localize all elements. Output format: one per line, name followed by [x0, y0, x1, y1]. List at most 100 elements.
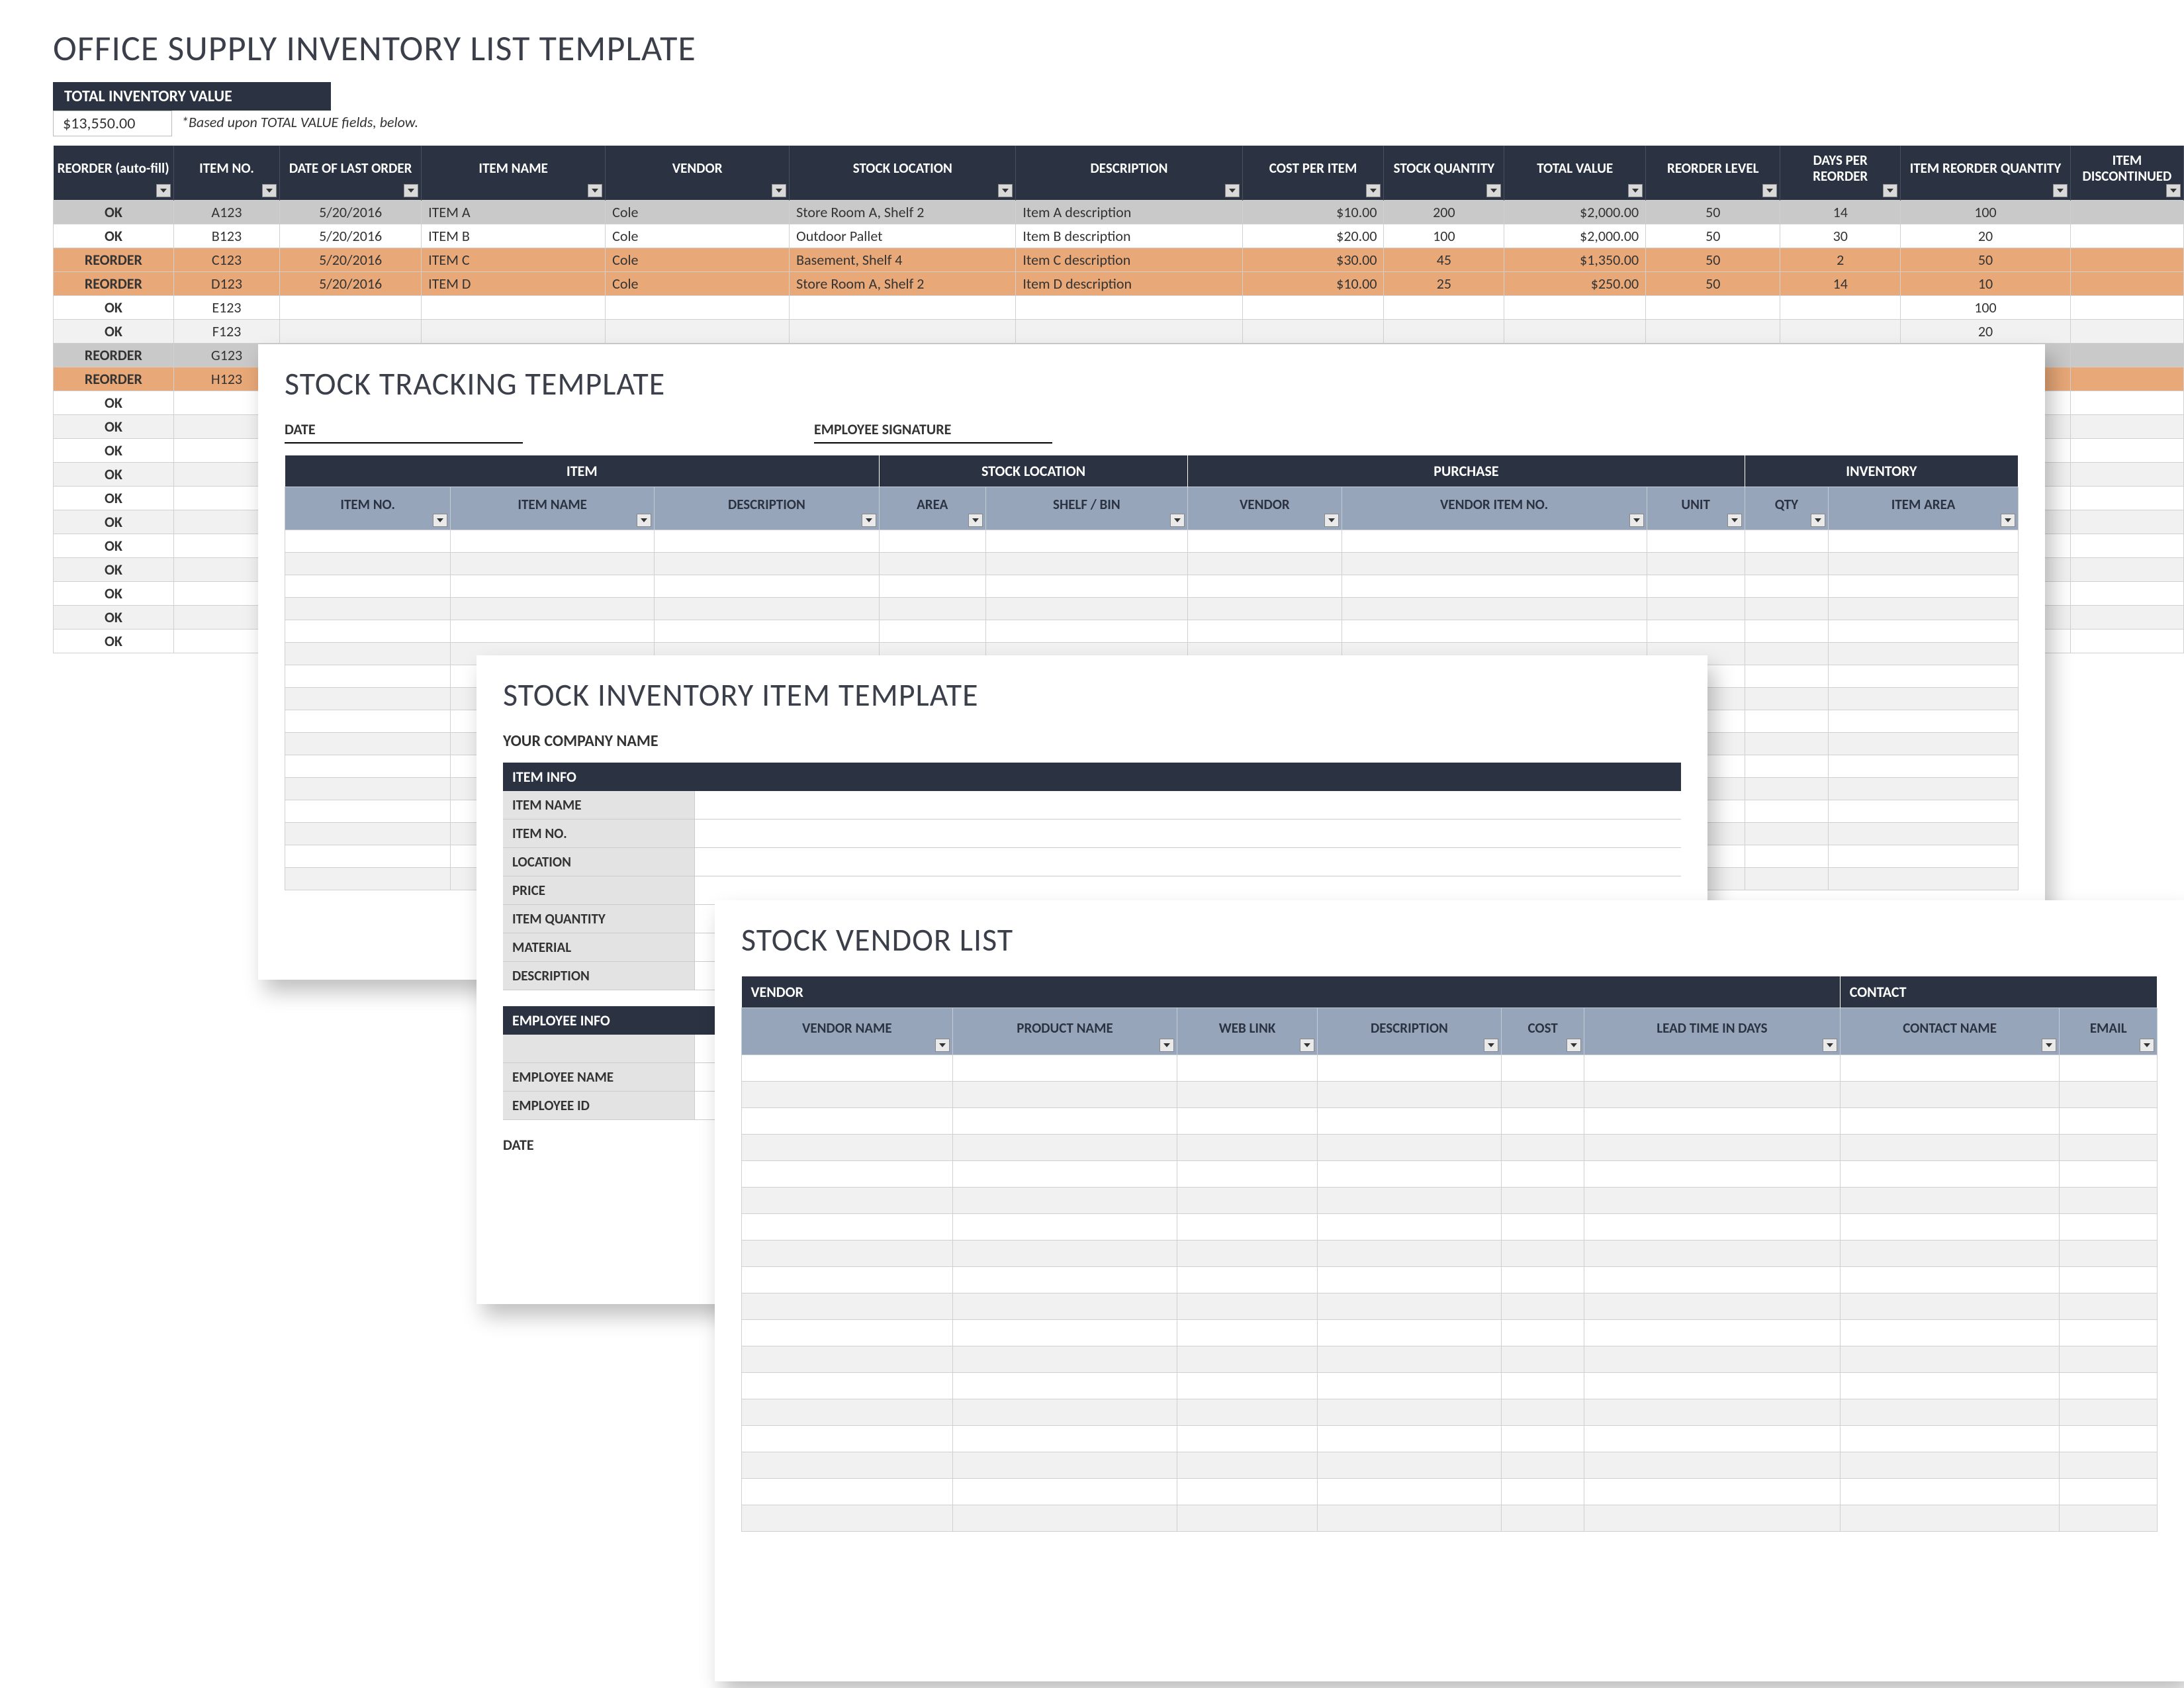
table-row[interactable]: OKF12320	[54, 320, 2184, 344]
table-row[interactable]	[285, 620, 2019, 643]
cell[interactable]	[1502, 1082, 1584, 1108]
cell[interactable]: OK	[54, 415, 174, 439]
cell[interactable]	[1829, 778, 2019, 800]
cell[interactable]	[1646, 296, 1780, 320]
cell[interactable]	[2070, 463, 2183, 487]
cell[interactable]	[1317, 1320, 1501, 1346]
cell[interactable]	[742, 1241, 953, 1267]
table-row[interactable]	[285, 530, 2019, 553]
table-row[interactable]: REORDERC1235/20/2016ITEM CColeBasement, …	[54, 248, 2184, 272]
table-row[interactable]: OKA1235/20/2016ITEM AColeStore Room A, S…	[54, 201, 2184, 224]
cell[interactable]	[1502, 1055, 1584, 1082]
cell[interactable]	[1745, 620, 1828, 643]
cell[interactable]: REORDER	[54, 367, 174, 391]
filter-dropdown-icon[interactable]	[1486, 184, 1501, 197]
signature-field[interactable]: EMPLOYEE SIGNATURE	[814, 420, 1052, 444]
cell[interactable]	[1188, 620, 1342, 643]
column-header[interactable]: PRODUCT NAME	[952, 1008, 1177, 1055]
cell[interactable]	[2060, 1293, 2158, 1320]
cell[interactable]	[1840, 1267, 2060, 1293]
cell[interactable]	[1177, 1267, 1317, 1293]
cell[interactable]	[2060, 1241, 2158, 1267]
cell[interactable]: 50	[1646, 201, 1780, 224]
cell[interactable]	[879, 575, 985, 598]
cell[interactable]	[742, 1267, 953, 1293]
table-row[interactable]	[742, 1055, 2158, 1082]
filter-dropdown-icon[interactable]	[156, 184, 171, 197]
cell[interactable]: Basement, Shelf 4	[790, 248, 1016, 272]
cell[interactable]	[879, 530, 985, 553]
column-header[interactable]: COST PER ITEM	[1242, 146, 1384, 201]
cell[interactable]	[1840, 1373, 2060, 1399]
cell[interactable]	[451, 620, 655, 643]
cell[interactable]	[1342, 553, 1647, 575]
cell[interactable]	[1745, 530, 1828, 553]
cell[interactable]: 14	[1780, 272, 1901, 296]
filter-dropdown-icon[interactable]	[935, 1039, 950, 1052]
cell[interactable]	[1647, 530, 1745, 553]
cell[interactable]	[1829, 688, 2019, 710]
filter-dropdown-icon[interactable]	[1484, 1039, 1498, 1052]
cell[interactable]: A123	[173, 201, 279, 224]
cell[interactable]: OK	[54, 439, 174, 463]
cell[interactable]	[2070, 439, 2183, 463]
cell[interactable]	[1177, 1108, 1317, 1135]
cell[interactable]	[1342, 575, 1647, 598]
cell[interactable]: Item D description	[1016, 272, 1242, 296]
cell[interactable]	[2060, 1479, 2158, 1505]
filter-dropdown-icon[interactable]	[1811, 514, 1825, 527]
cell[interactable]	[952, 1293, 1177, 1320]
cell[interactable]	[1745, 733, 1828, 755]
cell[interactable]	[285, 778, 451, 800]
cell[interactable]	[2070, 391, 2183, 415]
cell[interactable]: Store Room A, Shelf 2	[790, 201, 1016, 224]
filter-dropdown-icon[interactable]	[433, 514, 447, 527]
cell[interactable]	[1829, 710, 2019, 733]
column-header[interactable]: ITEM NO.	[173, 146, 279, 201]
column-header[interactable]: DAYS PER REORDER	[1780, 146, 1901, 201]
cell[interactable]	[1829, 755, 2019, 778]
cell[interactable]: 100	[1901, 201, 2071, 224]
cell[interactable]	[1745, 710, 1828, 733]
table-row[interactable]	[742, 1346, 2158, 1373]
cell[interactable]	[1177, 1320, 1317, 1346]
filter-dropdown-icon[interactable]	[2140, 1039, 2154, 1052]
cell[interactable]	[1780, 320, 1901, 344]
cell[interactable]	[2070, 630, 2183, 653]
cell[interactable]	[2070, 344, 2183, 367]
cell[interactable]	[1177, 1055, 1317, 1082]
cell[interactable]	[1177, 1214, 1317, 1241]
filter-dropdown-icon[interactable]	[772, 184, 786, 197]
filter-dropdown-icon[interactable]	[1300, 1039, 1314, 1052]
column-header[interactable]: ITEM AREA	[1829, 487, 2019, 530]
item-field-row[interactable]: ITEM NAME	[503, 791, 1681, 820]
cell[interactable]: 50	[1646, 248, 1780, 272]
cell[interactable]: Store Room A, Shelf 2	[790, 272, 1016, 296]
cell[interactable]: 50	[1646, 272, 1780, 296]
cell[interactable]: 5/20/2016	[280, 201, 422, 224]
cell[interactable]	[879, 598, 985, 620]
cell[interactable]	[2060, 1188, 2158, 1214]
cell[interactable]	[451, 530, 655, 553]
cell[interactable]	[1840, 1479, 2060, 1505]
cell[interactable]	[285, 800, 451, 823]
cell[interactable]: OK	[54, 487, 174, 510]
cell[interactable]	[1840, 1320, 2060, 1346]
cell[interactable]	[285, 688, 451, 710]
cell[interactable]: OK	[54, 391, 174, 415]
cell[interactable]	[1584, 1505, 1841, 1532]
cell[interactable]	[985, 620, 1188, 643]
cell[interactable]	[1317, 1399, 1501, 1426]
cell[interactable]	[790, 296, 1016, 320]
cell[interactable]	[742, 1346, 953, 1373]
table-row[interactable]	[742, 1426, 2158, 1452]
table-row[interactable]: OKB1235/20/2016ITEM BColeOutdoor PalletI…	[54, 224, 2184, 248]
cell[interactable]: OK	[54, 320, 174, 344]
cell[interactable]	[952, 1399, 1177, 1426]
cell[interactable]	[1177, 1135, 1317, 1161]
cell[interactable]	[285, 755, 451, 778]
cell[interactable]	[2070, 534, 2183, 558]
cell[interactable]	[1177, 1426, 1317, 1452]
cell[interactable]	[1745, 755, 1828, 778]
filter-dropdown-icon[interactable]	[1762, 184, 1777, 197]
